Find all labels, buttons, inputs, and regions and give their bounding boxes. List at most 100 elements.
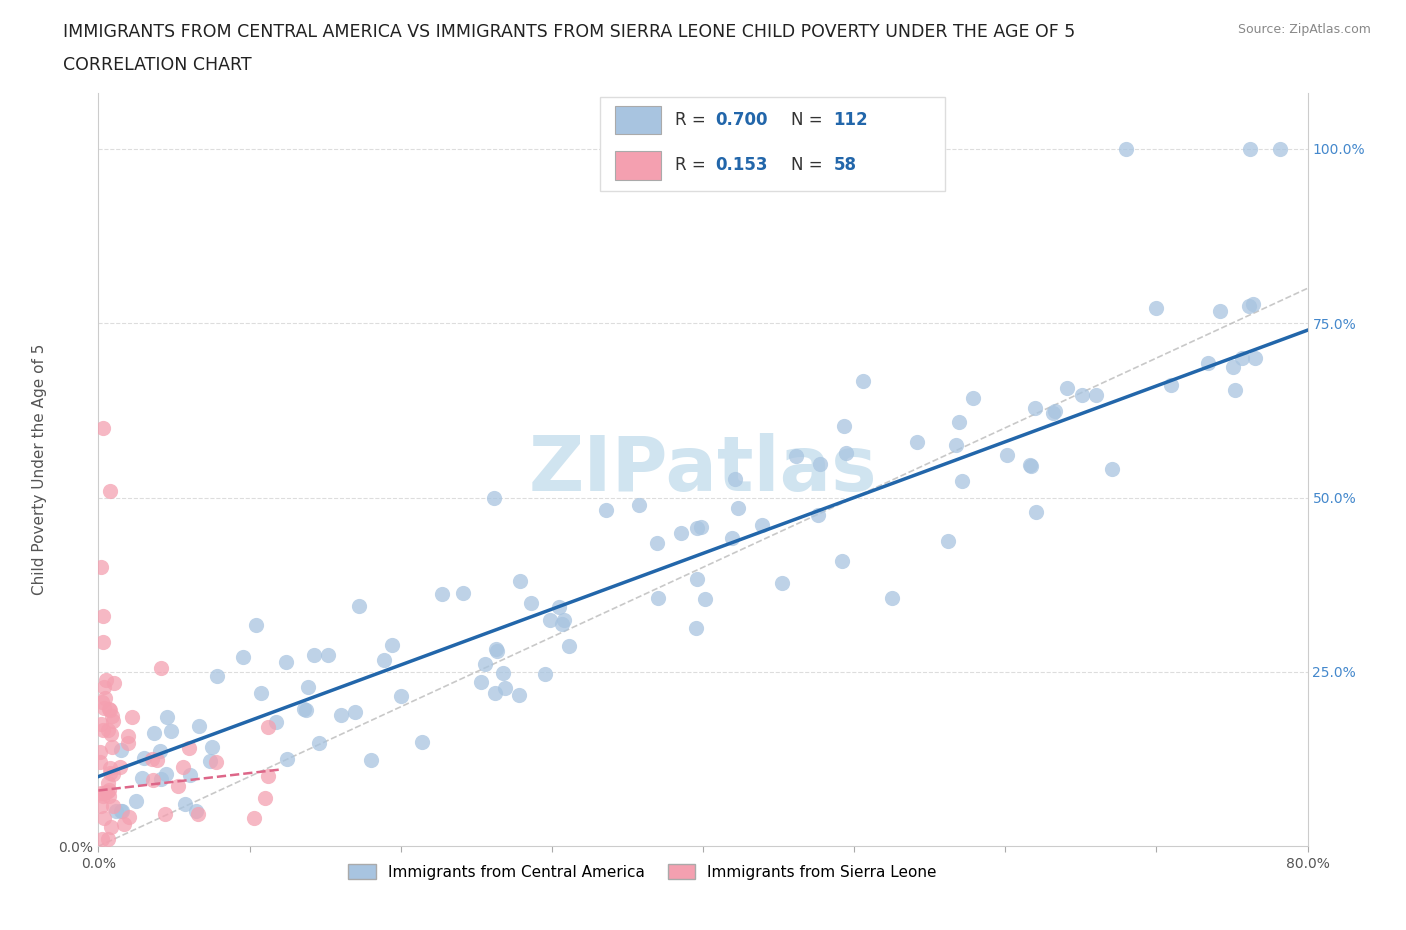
Point (835, 445, 858, 460)
Point (101, 709, 124, 724)
Point (250, 685, 273, 700)
Point (1115, 141, 1137, 156)
Point (243, 810, 266, 825)
Point (751, 518, 773, 533)
Point (533, 666, 555, 681)
Point (484, 490, 506, 505)
Point (266, 715, 288, 730)
Point (97, 723, 120, 737)
Point (98, 783, 121, 798)
Point (110, 804, 132, 819)
Point (1209, 304, 1232, 319)
Point (90, 799, 112, 814)
Point (509, 574, 531, 589)
Point (430, 587, 453, 602)
Point (484, 686, 506, 701)
Point (905, 434, 928, 449)
Point (201, 740, 224, 755)
Point (808, 457, 831, 472)
Point (344, 704, 367, 719)
Point (149, 743, 172, 758)
Point (100, 819, 122, 834)
Point (108, 760, 131, 775)
Text: N =: N = (792, 111, 828, 129)
Text: N =: N = (792, 156, 828, 174)
Point (852, 374, 875, 389)
Bar (614, 151, 661, 179)
Point (91, 634, 114, 649)
Point (1243, 351, 1265, 365)
Point (1144, 300, 1167, 315)
Point (125, 793, 148, 808)
Point (100, 726, 122, 741)
Point (90, 786, 112, 801)
Point (117, 736, 139, 751)
Y-axis label: Child Poverty Under the Age of 5: Child Poverty Under the Age of 5 (32, 344, 48, 595)
Point (695, 591, 717, 606)
Point (411, 734, 433, 749)
Point (550, 617, 572, 631)
Point (132, 751, 155, 765)
Point (308, 736, 330, 751)
Text: R =: R = (675, 111, 711, 129)
Point (1084, 388, 1107, 403)
Point (470, 675, 492, 690)
Point (948, 415, 970, 430)
Point (647, 591, 669, 605)
Point (1056, 380, 1078, 395)
Point (98, 765, 121, 780)
Point (245, 618, 267, 632)
Point (179, 768, 201, 783)
Point (508, 687, 530, 702)
Point (232, 649, 254, 664)
Point (686, 521, 709, 536)
Point (494, 680, 516, 695)
Text: IMMIGRANTS FROM CENTRAL AMERICA VS IMMIGRANTS FROM SIERRA LEONE CHILD POVERTY UN: IMMIGRANTS FROM CENTRAL AMERICA VS IMMIG… (63, 23, 1076, 41)
Point (1019, 458, 1042, 473)
Point (485, 642, 508, 657)
Text: 112: 112 (834, 111, 869, 129)
Point (97, 832, 120, 847)
Point (538, 612, 561, 627)
Point (553, 613, 575, 628)
Point (686, 572, 709, 587)
Point (381, 637, 404, 652)
Point (1239, 299, 1261, 313)
Point (329, 708, 352, 723)
Point (360, 752, 382, 767)
Point (98, 701, 121, 716)
Point (685, 620, 707, 635)
Point (945, 437, 967, 452)
Point (146, 753, 169, 768)
Point (1270, 141, 1292, 156)
Point (112, 817, 135, 831)
Point (172, 760, 194, 775)
Point (785, 449, 807, 464)
Point (995, 447, 1018, 462)
Point (304, 647, 326, 662)
Point (94, 691, 117, 706)
Point (167, 778, 190, 793)
Point (297, 680, 319, 695)
Point (159, 724, 181, 738)
Point (98, 484, 121, 498)
Point (1071, 387, 1094, 402)
Text: Source: ZipAtlas.com: Source: ZipAtlas.com (1237, 23, 1371, 36)
Point (187, 806, 209, 821)
Point (117, 728, 139, 743)
Point (547, 599, 569, 614)
Point (90, 716, 112, 731)
Point (727, 500, 749, 515)
Point (1101, 461, 1123, 476)
Point (93, 700, 115, 715)
Point (257, 769, 280, 784)
Point (97, 776, 120, 790)
Point (1024, 401, 1046, 416)
Point (347, 598, 370, 613)
Point (155, 766, 177, 781)
Bar (600, 97, 945, 191)
Point (150, 772, 173, 787)
Point (880, 591, 903, 605)
Text: ZIPatlas: ZIPatlas (529, 432, 877, 507)
Point (98, 788, 121, 803)
